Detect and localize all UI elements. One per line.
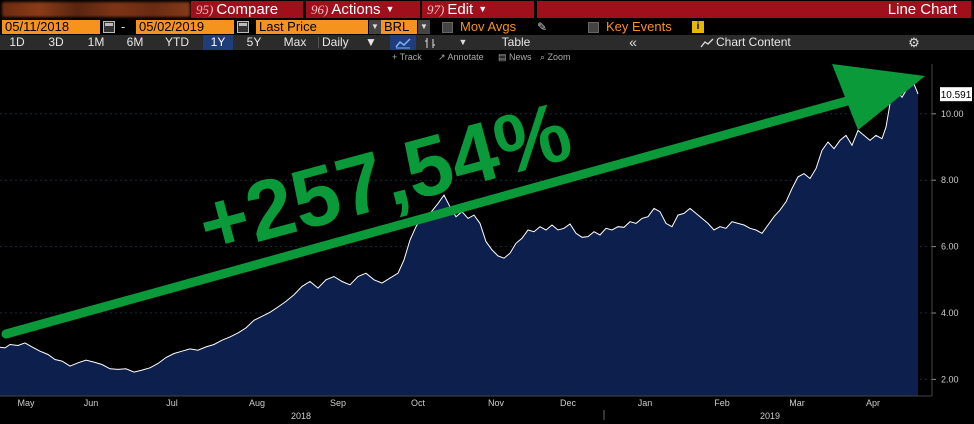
frequency-dropdown-icon[interactable]: ▼ xyxy=(365,35,377,49)
currency-value: BRL xyxy=(384,19,410,34)
currency-dropdown-icon[interactable]: ▼ xyxy=(418,20,430,34)
track-tool[interactable]: + Track xyxy=(392,50,422,64)
period-3d[interactable]: 3D xyxy=(48,35,64,49)
gear-icon[interactable]: ⚙ xyxy=(908,35,920,50)
range-bar: 05/11/2018 - 05/02/2019 Last Price ▼ BRL… xyxy=(0,19,974,35)
y-axis-ticks: 2.00 4.00 6.00 8.00 10.00 xyxy=(932,109,964,384)
frequency-select[interactable]: Daily xyxy=(322,35,366,50)
end-date-value: 05/02/2019 xyxy=(139,19,205,34)
period-max[interactable]: Max xyxy=(283,35,307,49)
annotate-tool[interactable]: ↗ Annotate xyxy=(438,50,484,64)
info-icon[interactable]: i xyxy=(692,21,704,33)
x-tick-label: Jan xyxy=(638,398,653,408)
zoom-tool[interactable]: ⌕ Zoom xyxy=(540,50,571,64)
edit-number: 97) xyxy=(427,2,445,17)
news-tool[interactable]: ▤ News xyxy=(498,50,532,64)
y-tick-label: 2.00 xyxy=(941,374,959,384)
compare-number: 95) xyxy=(196,2,214,17)
y-tick-label: 10.00 xyxy=(941,109,964,119)
end-date-field[interactable]: 05/02/2019 xyxy=(136,20,234,34)
price-chart[interactable]: 2.00 4.00 6.00 8.00 10.00 May Jun Jul Aug Sep Oct… xyxy=(0,64,974,424)
period-1y[interactable]: 1Y xyxy=(203,35,233,50)
x-tick-label: Dec xyxy=(560,398,577,408)
y-tick-label: 4.00 xyxy=(941,308,959,318)
period-5y[interactable]: 5Y xyxy=(246,35,262,49)
price-area xyxy=(0,83,918,397)
annotate-icon: ↗ xyxy=(438,52,448,62)
zoom-icon: ⌕ xyxy=(540,52,548,62)
chart-style-dropdown-icon[interactable]: ▼ xyxy=(458,37,468,47)
actions-label: Actions xyxy=(331,1,381,18)
security-ticker-obscured[interactable] xyxy=(2,2,190,17)
actions-caret-icon: ▼ xyxy=(385,4,395,14)
line-chart-icon[interactable] xyxy=(390,35,416,50)
x-year-label: 2019 xyxy=(760,411,780,421)
table-button[interactable]: Table xyxy=(501,35,531,49)
x-tick-label: Aug xyxy=(249,398,265,408)
x-tick-label: Oct xyxy=(411,398,426,408)
actions-number: 96) xyxy=(311,2,329,17)
x-tick-label: Nov xyxy=(488,398,505,408)
compare-button[interactable]: 95) Compare xyxy=(191,1,303,18)
key-events-label: Key Events xyxy=(606,19,672,34)
separator xyxy=(318,37,319,48)
chart-tools: + Track ↗ Annotate ▤ News ⌕ Zoom xyxy=(0,50,974,64)
mov-avgs-label: Mov Avgs xyxy=(460,19,517,34)
x-year-label: 2018 xyxy=(291,411,311,421)
x-tick-label: Mar xyxy=(789,398,805,408)
track-label: Track xyxy=(399,52,422,62)
x-tick-label: Apr xyxy=(866,398,880,408)
key-events-checkbox[interactable] xyxy=(588,22,599,33)
period-6m[interactable]: 6M xyxy=(126,35,144,49)
currency-select[interactable]: BRL xyxy=(381,20,417,34)
start-date-value: 05/11/2018 xyxy=(5,19,70,34)
pencil-icon[interactable]: ✎ xyxy=(537,20,548,34)
x-axis-ticks: May Jun Jul Aug Sep Oct Nov Dec Jan Feb Mar Apr 2018… xyxy=(17,398,880,421)
price-line xyxy=(0,83,919,373)
y-tick-label: 8.00 xyxy=(941,175,959,185)
chart-content-icon xyxy=(698,35,716,50)
chart-content-button[interactable]: Chart Content xyxy=(716,35,791,49)
edit-caret-icon: ▼ xyxy=(478,4,488,14)
compare-label: Compare xyxy=(216,1,279,18)
period-ytd[interactable]: YTD xyxy=(165,35,189,49)
function-bar: 95) Compare 96) Actions ▼ 97) Edit ▼ Line Cha… xyxy=(0,0,974,19)
start-date-field[interactable]: 05/11/2018 xyxy=(2,20,100,34)
x-tick-label: Jul xyxy=(166,398,178,408)
price-field-select[interactable]: Last Price xyxy=(256,20,368,34)
price-field-dropdown-icon[interactable]: ▼ xyxy=(369,20,381,34)
period-1m[interactable]: 1M xyxy=(87,35,105,49)
growth-arrow-head xyxy=(832,64,925,130)
x-tick-label: Jun xyxy=(84,398,99,408)
last-value-badge: 10.591 xyxy=(940,87,972,102)
annotate-label: Annotate xyxy=(447,52,484,62)
end-calendar-icon[interactable] xyxy=(237,21,249,33)
period-1d[interactable]: 1D xyxy=(9,35,25,49)
price-field-value: Last Price xyxy=(259,19,317,34)
last-value-label: 10.591 xyxy=(941,90,972,101)
actions-button[interactable]: 96) Actions ▼ xyxy=(306,1,420,18)
edit-label: Edit xyxy=(447,1,474,18)
chart-type-title: Line Chart xyxy=(537,1,971,18)
zoom-label: Zoom xyxy=(547,52,571,62)
edit-button[interactable]: 97) Edit ▼ xyxy=(422,1,534,18)
x-tick-label: Sep xyxy=(330,398,346,408)
period-toolbar: 1D 3D 1M 6M YTD 1Y 5Y Max Daily ▼ ▼ Tabl… xyxy=(0,35,974,50)
growth-arrow-shaft xyxy=(1,93,863,339)
mov-avgs-checkbox[interactable] xyxy=(442,22,453,33)
chart-type-label: Line Chart xyxy=(887,1,957,18)
news-label: News xyxy=(509,52,532,62)
growth-arrow xyxy=(1,64,925,339)
news-icon: ▤ xyxy=(498,52,510,62)
start-calendar-icon[interactable] xyxy=(103,21,115,33)
track-icon: + xyxy=(392,52,400,62)
x-tick-label: Feb xyxy=(714,398,730,408)
frequency-value: Daily xyxy=(322,35,349,49)
x-tick-label: May xyxy=(17,398,35,408)
collapse-chevron-icon[interactable]: « xyxy=(629,34,637,50)
bar-chart-icon[interactable] xyxy=(418,35,442,50)
range-separator: - xyxy=(121,19,126,34)
y-tick-label: 6.00 xyxy=(941,242,959,252)
